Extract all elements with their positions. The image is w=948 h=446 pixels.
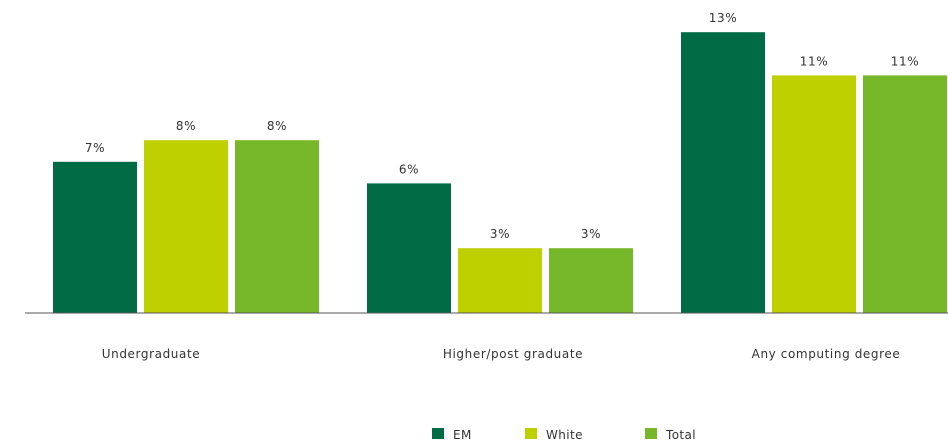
category-label-0: Undergraduate (102, 347, 200, 361)
legend-label-em: EM (453, 428, 472, 442)
bar-em-1 (367, 183, 451, 313)
value-label-white-1: 3% (490, 227, 510, 241)
value-label-em-2: 13% (709, 11, 737, 25)
value-label-total-0: 8% (267, 119, 287, 133)
bar-white-1 (458, 248, 542, 313)
bar-total-2 (863, 75, 947, 314)
legend: EM White Total (432, 428, 696, 442)
value-labels-group: 7% 8% 8% 6% 3% 3% 13% 11% 11% (85, 11, 919, 241)
legend-swatch-white (525, 428, 537, 439)
category-label-1: Higher/post graduate (443, 347, 583, 361)
value-label-white-0: 8% (176, 119, 196, 133)
legend-label-total: Total (665, 428, 696, 442)
legend-label-white: White (546, 428, 583, 442)
value-label-em-1: 6% (399, 162, 419, 176)
legend-swatch-em (432, 428, 444, 439)
bar-white-0 (144, 140, 228, 313)
bar-total-1 (549, 248, 633, 313)
bar-total-0 (235, 140, 319, 313)
bar-em-2 (681, 32, 765, 313)
value-label-em-0: 7% (85, 141, 105, 155)
legend-swatch-total (645, 428, 657, 439)
category-label-2: Any computing degree (752, 347, 901, 361)
value-label-white-2: 11% (800, 54, 828, 68)
bar-em-0 (53, 161, 137, 313)
value-label-total-1: 3% (581, 227, 601, 241)
bar-white-2 (772, 75, 856, 314)
value-label-total-2: 11% (891, 54, 919, 68)
bars-group (53, 32, 947, 314)
category-labels-group: Undergraduate Higher/post graduate Any com… (102, 347, 901, 361)
